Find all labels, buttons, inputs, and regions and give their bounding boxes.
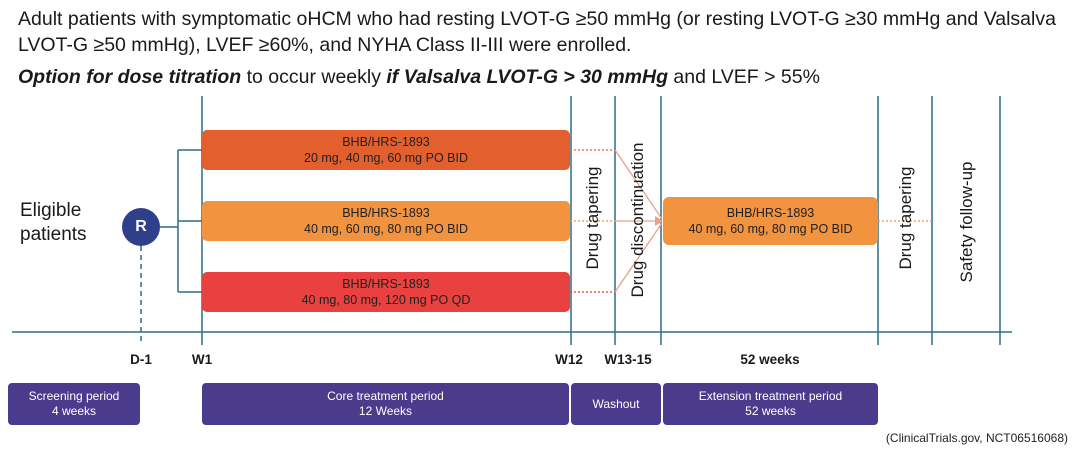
arm-1-name: BHB/HRS-1893 xyxy=(342,135,430,149)
arm-2-name: BHB/HRS-1893 xyxy=(342,206,430,220)
extension-treatment-period-box: Extension treatment period 52 weeks xyxy=(663,383,878,425)
screening-period-duration: 4 weeks xyxy=(51,404,97,418)
arm-3-name: BHB/HRS-1893 xyxy=(342,277,430,291)
arm-1-dose: 20 mg, 40 mg, 60 mg PO BID xyxy=(304,151,468,165)
note-text-1: to occur weekly xyxy=(241,66,387,88)
eligible-patients-label: Eligible patients xyxy=(20,200,87,245)
treatment-arm-2: BHB/HRS-1893 40 mg, 60 mg, 80 mg PO BID xyxy=(202,201,570,241)
drug-discontinuation-label: Drug discontinuation xyxy=(628,142,647,298)
screening-period-label: Screening period xyxy=(28,389,120,403)
timepoint-w12: W12 xyxy=(555,352,583,367)
arm-3-dose: 40 mg, 80 mg, 120 mg PO QD xyxy=(301,293,471,307)
extension-arm-dose: 40 mg, 60 mg, 80 mg PO BID xyxy=(688,222,853,236)
treatment-arm-1: BHB/HRS-1893 20 mg, 40 mg, 60 mg PO BID xyxy=(202,130,570,170)
converge-arrow-1 xyxy=(614,149,663,220)
extension-arm-name: BHB/HRS-1893 xyxy=(726,206,815,220)
extension-treatment-period-duration: 52 weeks xyxy=(745,404,796,418)
randomization-circle: R xyxy=(122,208,160,246)
core-treatment-period-label: Core treatment period xyxy=(327,389,444,403)
core-treatment-period-box: Core treatment period 12 Weeks xyxy=(202,383,569,425)
note-bold-2: if Valsalva LVOT-G > 30 mmHg xyxy=(386,66,668,88)
screening-period-box: Screening period 4 weeks xyxy=(8,383,140,425)
timepoint-d-minus-1: D-1 xyxy=(130,352,152,367)
source-citation: (ClinicalTrials.gov, NCT06516068) xyxy=(885,431,1068,445)
note-text-2: and LVEF > 55% xyxy=(668,66,820,88)
washout-period-label: Washout xyxy=(592,396,640,411)
core-treatment-period-duration: 12 Weeks xyxy=(358,404,413,418)
drug-tapering-label-2: Drug tapering xyxy=(896,166,915,270)
extension-arm: BHB/HRS-1893 40 mg, 60 mg, 80 mg PO BID xyxy=(663,197,878,245)
arm-2-dose: 40 mg, 60 mg, 80 mg PO BID xyxy=(304,222,468,236)
enrollment-criteria-text: Adult patients with symptomatic oHCM who… xyxy=(18,8,1056,56)
treatment-arm-3: BHB/HRS-1893 40 mg, 80 mg, 120 mg PO QD xyxy=(202,272,570,312)
note-bold-1: Option for dose titration xyxy=(18,66,242,88)
converge-arrowhead xyxy=(655,216,663,226)
drug-tapering-label-1: Drug tapering xyxy=(583,166,602,270)
timepoint-w13-15: W13-15 xyxy=(604,352,652,367)
safety-followup-label: Safety follow-up xyxy=(957,161,976,283)
washout-period-box: Washout xyxy=(571,383,661,425)
timepoint-52-weeks: 52 weeks xyxy=(740,352,800,367)
dose-titration-note: Option for dose titration to occur weekl… xyxy=(18,64,1068,90)
extension-treatment-period-label: Extension treatment period xyxy=(698,389,843,403)
converge-arrow-3 xyxy=(614,222,663,293)
timepoint-w1: W1 xyxy=(191,352,213,367)
